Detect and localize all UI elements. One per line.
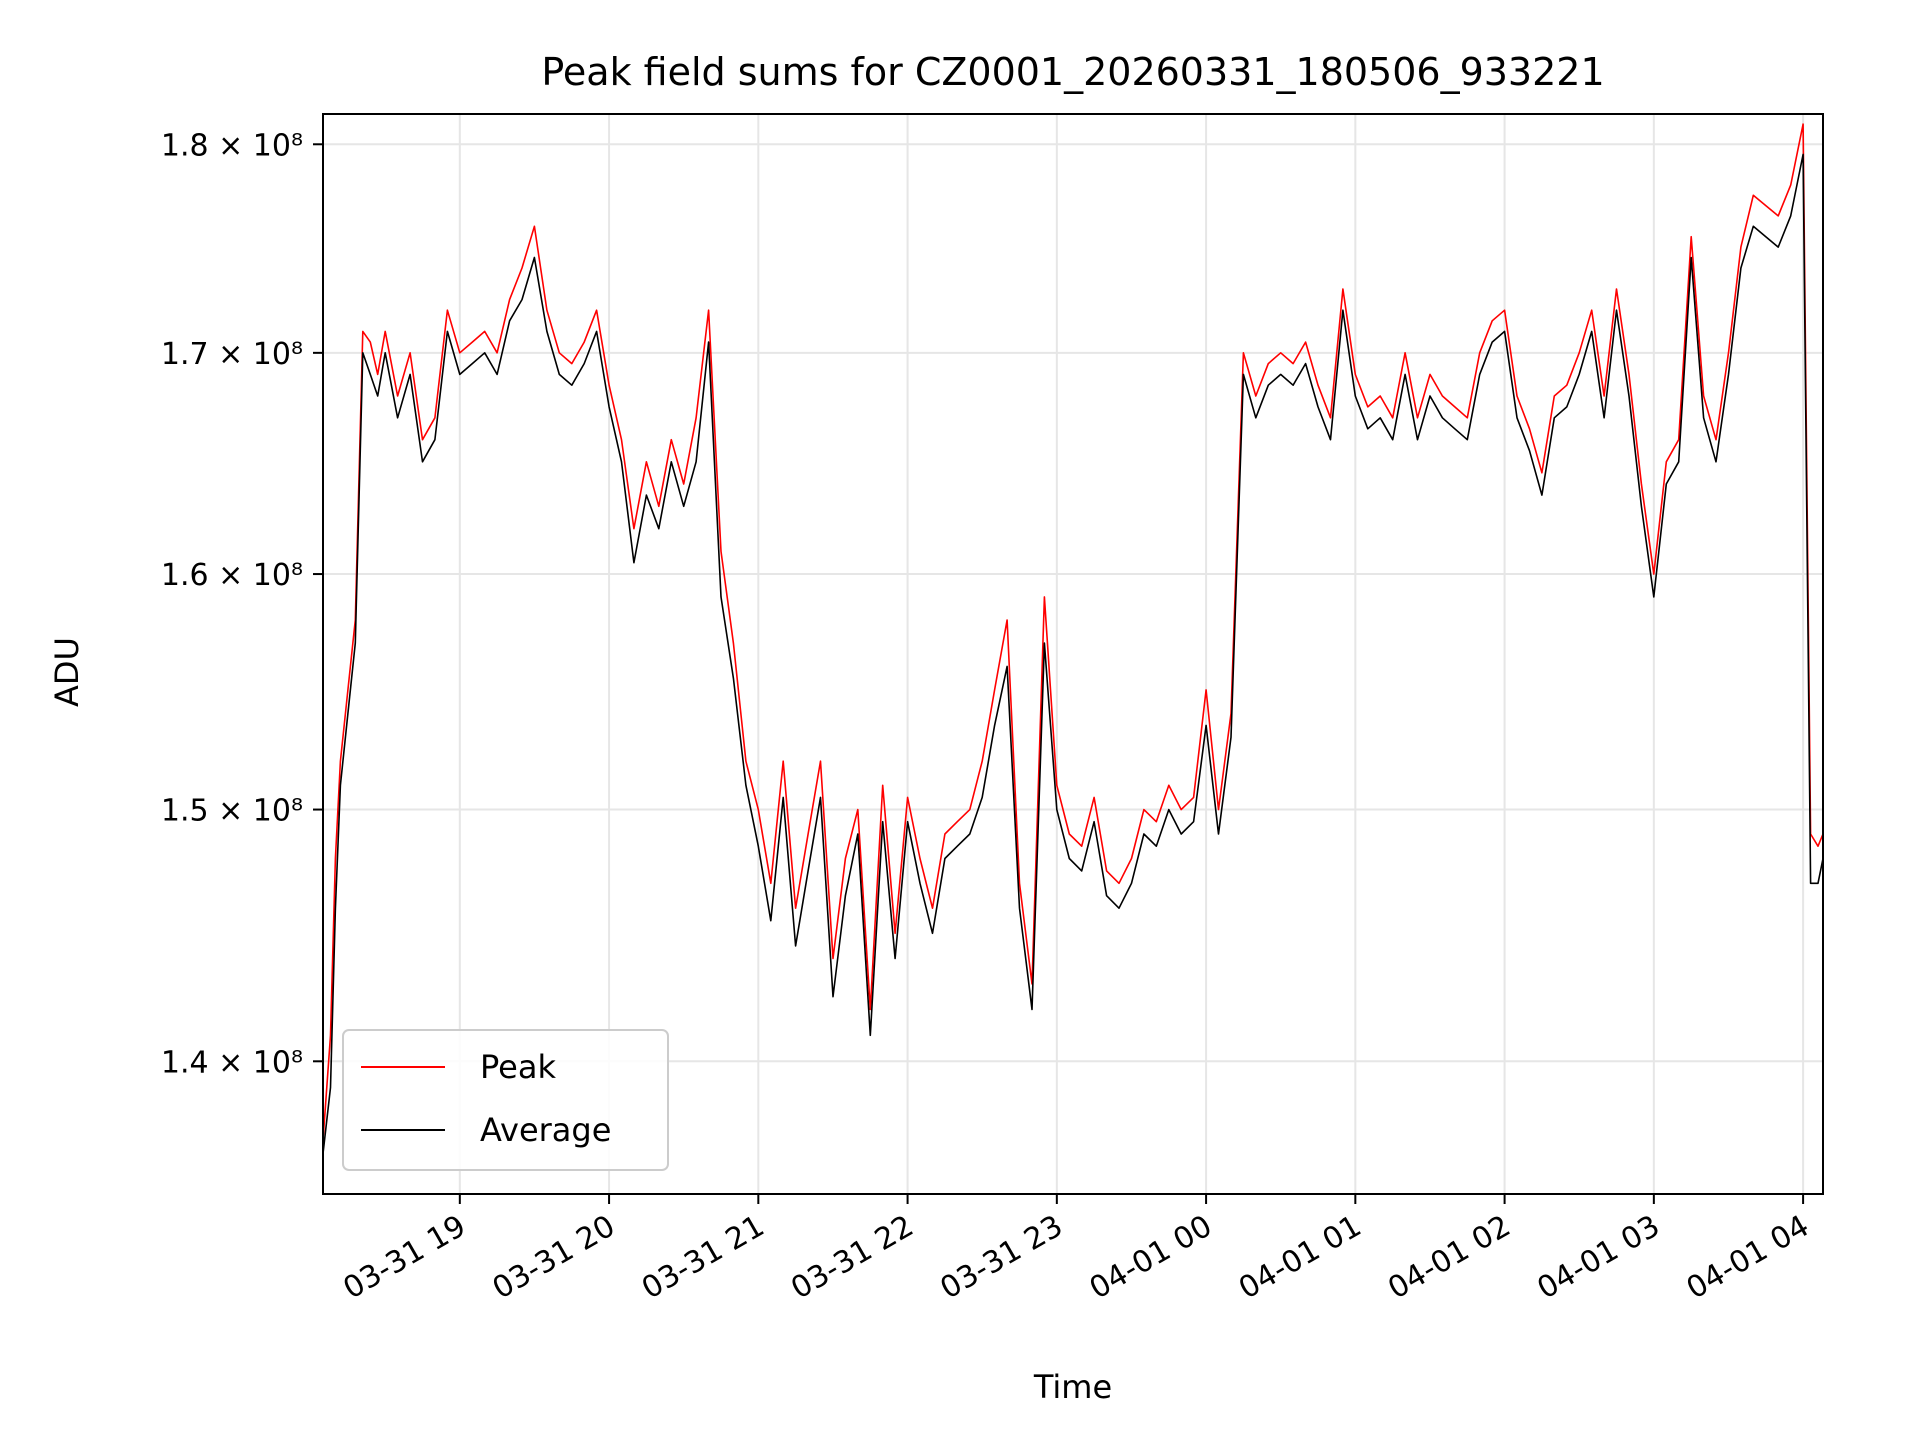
chart-title: Peak field sums for CZ0001_20260331_1805… — [541, 50, 1604, 94]
y-tick-label: 1.7 × 10⁸ — [161, 337, 303, 372]
series-line-peak — [322, 123, 1824, 1141]
grid — [323, 114, 1823, 1194]
legend-label: Peak — [480, 1048, 556, 1086]
x-axis-label: Time — [1033, 1368, 1112, 1406]
y-tick-label: 1.6 × 10⁸ — [161, 558, 303, 593]
y-axis-label: ADU — [48, 637, 86, 707]
y-tick-label: 1.4 × 10⁸ — [161, 1045, 303, 1080]
legend: Peak Average — [342, 1029, 669, 1171]
legend-label: Average — [480, 1111, 611, 1149]
y-tick-label: 1.8 × 10⁸ — [161, 128, 303, 163]
series-layer — [322, 123, 1824, 1154]
legend-box — [342, 1029, 669, 1171]
y-tick-label: 1.5 × 10⁸ — [161, 794, 303, 829]
series-line-average — [322, 153, 1824, 1154]
plot-frame — [322, 113, 1824, 1195]
